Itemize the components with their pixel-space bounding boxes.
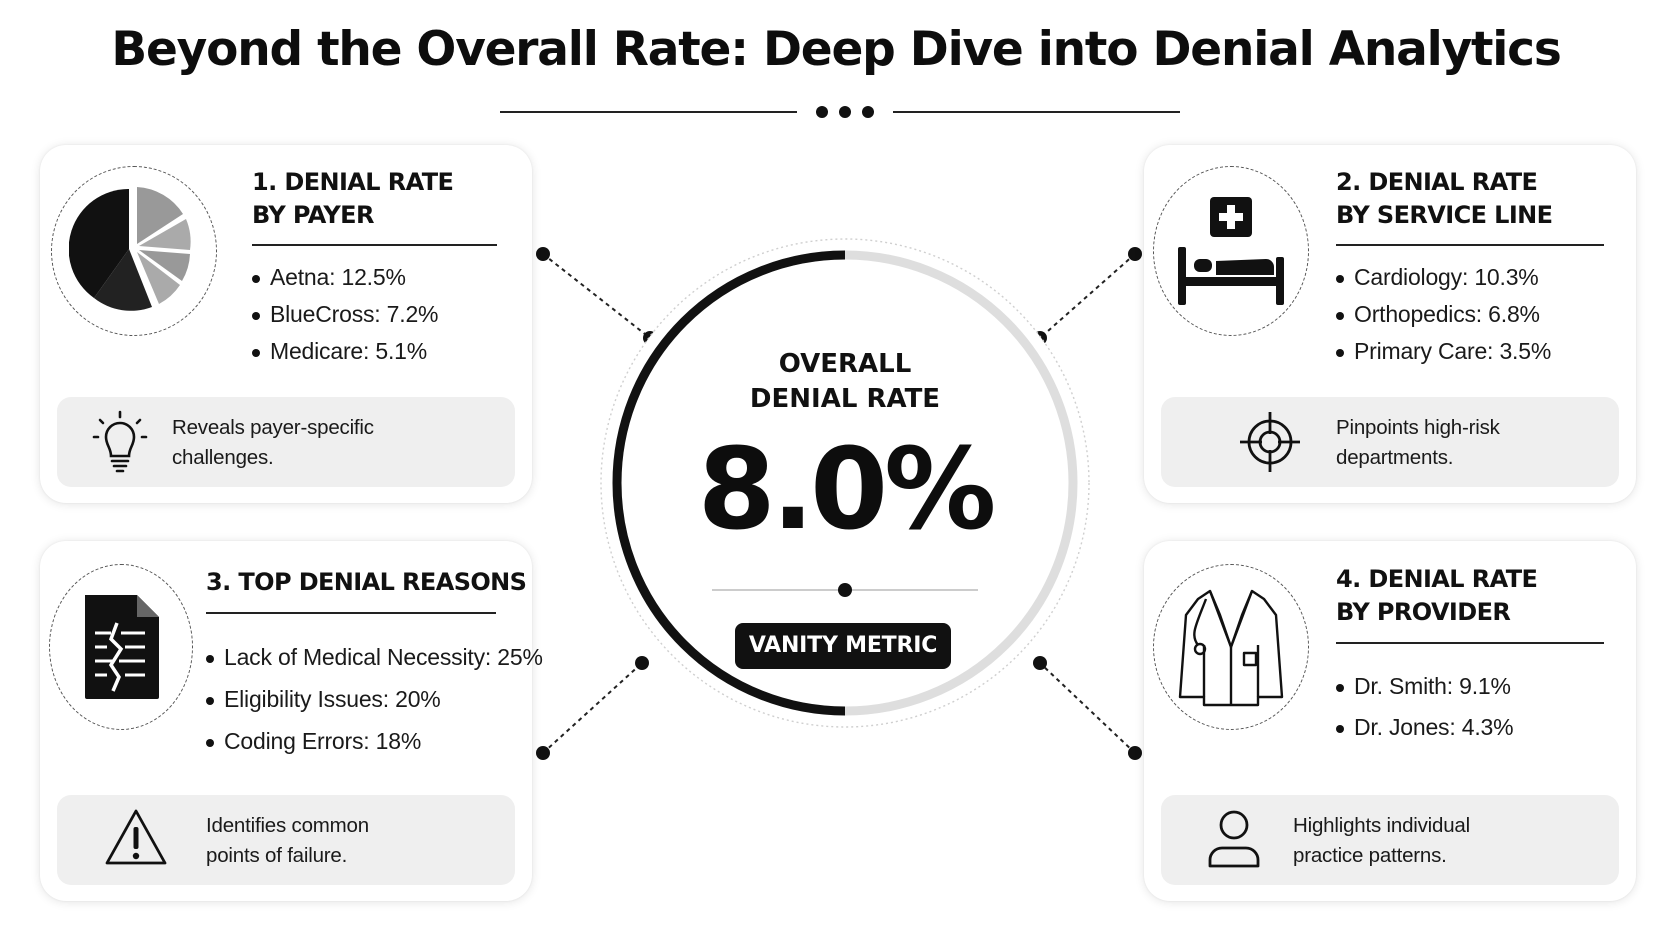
card-provider-list: Dr. Smith: 9.1% Dr. Jones: 4.3% bbox=[1336, 673, 1514, 741]
list-item: Coding Errors: 18% bbox=[206, 728, 543, 755]
target-icon bbox=[1240, 412, 1300, 472]
card-provider-note bbox=[1161, 795, 1619, 885]
gauge-fill bbox=[612, 250, 846, 716]
page-title: Beyond the Overall Rate: Deep Dive into … bbox=[111, 22, 1561, 77]
card-provider-rule bbox=[1336, 642, 1604, 644]
overall-rate-gauge bbox=[600, 238, 1090, 728]
card-reasons-note-text: Identifies common points of failure. bbox=[206, 814, 369, 867]
list-item: Medicare: 5.1% bbox=[252, 338, 438, 365]
vanity-metric-badge: VANITY METRIC bbox=[735, 623, 951, 669]
lightbulb-icon bbox=[92, 410, 148, 473]
card-reasons-list: Lack of Medical Necessity: 25% Eligibili… bbox=[206, 644, 543, 755]
card-payer-rule bbox=[252, 244, 497, 246]
doctor-coat-icon bbox=[1178, 589, 1284, 707]
card-provider-icon-frame bbox=[1153, 564, 1309, 730]
title-divider bbox=[500, 106, 1180, 118]
card-provider-note-text: Highlights individual practice patterns. bbox=[1293, 814, 1470, 867]
card-service-title: 2. DENIAL RATE BY SERVICE LINE bbox=[1336, 168, 1553, 229]
list-item: Cardiology: 10.3% bbox=[1336, 264, 1551, 291]
list-item: Primary Care: 3.5% bbox=[1336, 338, 1551, 365]
card-service-list: Cardiology: 10.3% Orthopedics: 6.8% Prim… bbox=[1336, 264, 1551, 365]
card-reasons-rule bbox=[206, 612, 496, 614]
card-service-note bbox=[1161, 397, 1619, 487]
card-service-note-text: Pinpoints high-risk departments. bbox=[1336, 416, 1500, 469]
card-provider-title: 4. DENIAL RATE BY PROVIDER bbox=[1336, 565, 1538, 626]
card-service-rule bbox=[1336, 244, 1604, 246]
list-item: Lack of Medical Necessity: 25% bbox=[206, 644, 543, 671]
list-item: BlueCross: 7.2% bbox=[252, 301, 439, 328]
overall-rate-label: OVERALL DENIAL RATE bbox=[749, 349, 941, 414]
card-payer-list: Aetna: 12.5% BlueCross: 7.2% Medicare: 5… bbox=[252, 264, 439, 365]
person-icon bbox=[1208, 810, 1260, 868]
card-payer-note-text: Reveals payer-specific challenges. bbox=[172, 416, 374, 469]
hospital-bed-icon bbox=[1178, 197, 1284, 305]
list-item: Dr. Jones: 4.3% bbox=[1336, 714, 1514, 741]
list-item: Dr. Smith: 9.1% bbox=[1336, 673, 1513, 700]
card-payer-title: 1. DENIAL RATE BY PAYER bbox=[252, 168, 454, 229]
broken-document-icon bbox=[85, 595, 159, 699]
card-service-icon-frame bbox=[1153, 166, 1309, 336]
card-payer-icon-frame bbox=[51, 166, 217, 336]
list-item: Aetna: 12.5% bbox=[252, 264, 438, 291]
overall-rate-value: 8.0% bbox=[697, 425, 997, 555]
pie-chart-icon bbox=[69, 187, 191, 311]
card-reasons-note bbox=[57, 795, 515, 885]
list-item: Eligibility Issues: 20% bbox=[206, 686, 543, 713]
warning-icon bbox=[105, 809, 167, 865]
list-item: Orthopedics: 6.8% bbox=[1336, 301, 1551, 328]
card-reasons-icon-frame bbox=[49, 564, 193, 730]
card-reasons-title: 3. TOP DENIAL REASONS bbox=[206, 568, 527, 596]
